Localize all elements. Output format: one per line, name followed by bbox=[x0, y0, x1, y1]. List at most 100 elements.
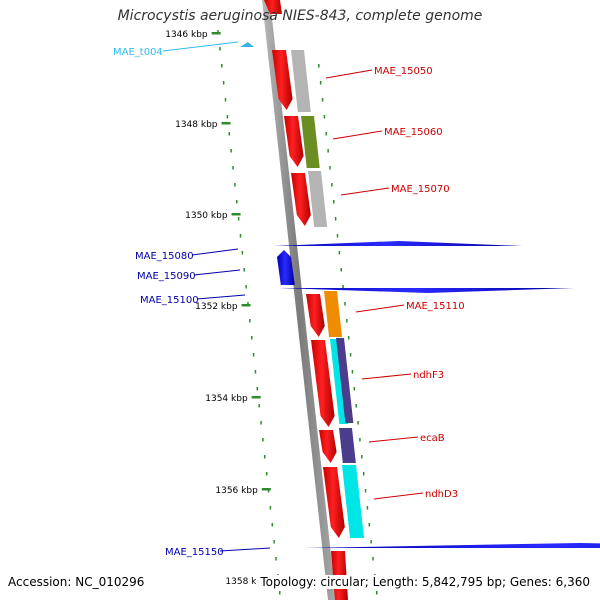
outer-guide-dot bbox=[344, 302, 346, 306]
function-track-mae_15070 bbox=[308, 171, 328, 227]
outer-guide-dot bbox=[327, 149, 329, 153]
ruler-tick bbox=[221, 122, 231, 125]
gene-label-mae_15060: MAE_15060 bbox=[384, 127, 443, 138]
inner-guide-dot bbox=[262, 438, 264, 442]
inner-guide-dot bbox=[234, 183, 236, 187]
label-leader-line bbox=[340, 187, 390, 196]
label-leader-line bbox=[325, 69, 373, 79]
inner-guide-dot bbox=[264, 455, 266, 459]
genome-title: Microcystis aeruginosa NIES-843, complet… bbox=[117, 8, 483, 24]
outer-guide-dot bbox=[340, 268, 342, 272]
ruler-tick bbox=[251, 396, 261, 399]
gene-arrow-ecab bbox=[319, 430, 337, 463]
outer-guide-dot bbox=[353, 387, 356, 391]
inner-guide-dot bbox=[232, 166, 234, 170]
label-leader-line bbox=[355, 304, 405, 313]
gene-arrow-partial bbox=[264, 0, 282, 14]
function-track-ndhf3 bbox=[336, 338, 354, 423]
outer-guide-dot bbox=[366, 506, 369, 510]
accession-text: Accession: NC_010296 bbox=[8, 575, 145, 589]
inner-guide-dot bbox=[239, 234, 242, 238]
gene-arrow-mae_15110 bbox=[306, 294, 325, 337]
gene-arrow-mae_15050 bbox=[272, 50, 293, 110]
outer-guide-dot bbox=[355, 404, 357, 408]
label-leader-line bbox=[162, 41, 239, 52]
ruler-label: 1350 kbp bbox=[185, 211, 228, 221]
outer-guide-dot bbox=[321, 98, 324, 102]
gene-arrow-ndhf3 bbox=[311, 340, 335, 427]
label-leader-line bbox=[373, 492, 424, 500]
gene-label-mae_t004: MAE_t004 bbox=[113, 47, 163, 58]
outer-guide-dot bbox=[368, 523, 371, 527]
gene-arrow-mae_t004 bbox=[240, 42, 254, 47]
gene-arrow-mae_15080 bbox=[274, 241, 522, 246]
outer-guide-dot bbox=[361, 455, 363, 459]
ruler-label: 1346 kbp bbox=[165, 30, 208, 40]
inner-guide-dot bbox=[252, 353, 255, 357]
inner-guide-dot bbox=[222, 81, 225, 85]
outer-guide-dot bbox=[318, 64, 320, 68]
outer-guide-dot bbox=[351, 370, 354, 374]
outer-guide-dot bbox=[336, 234, 339, 238]
outer-guide-dot bbox=[323, 115, 326, 119]
label-leader-line bbox=[196, 294, 246, 300]
gene-arrow-mae_15060 bbox=[284, 116, 304, 167]
label-leader-line bbox=[193, 269, 241, 276]
inner-guide-dot bbox=[224, 98, 227, 102]
function-track-ndhd3 bbox=[342, 465, 365, 538]
inner-guide-dot bbox=[237, 217, 240, 221]
gene-label-mae_15100: MAE_15100 bbox=[140, 295, 199, 306]
gene-label-ecab: ecaB bbox=[420, 433, 445, 444]
inner-guide-dot bbox=[258, 404, 260, 408]
outer-guide-dot bbox=[359, 438, 361, 442]
label-leader-line bbox=[368, 436, 419, 443]
inner-guide-dot bbox=[254, 370, 257, 374]
outer-guide-dot bbox=[331, 183, 333, 187]
inner-guide-dot bbox=[249, 319, 251, 323]
inner-guide-dot bbox=[228, 132, 231, 136]
outer-guide-dot bbox=[333, 200, 335, 204]
inner-guide-dot bbox=[256, 387, 259, 391]
inner-guide-dot bbox=[230, 149, 232, 153]
outer-guide-dot bbox=[362, 472, 365, 476]
gene-label-ndhd3: ndhD3 bbox=[425, 489, 458, 500]
inner-guide-dot bbox=[243, 268, 245, 272]
ruler-label: 1354 kbp bbox=[205, 394, 248, 404]
outer-guide-dot bbox=[347, 336, 350, 340]
inner-guide-dot bbox=[275, 557, 277, 561]
genome-backbone bbox=[262, 0, 336, 600]
gene-arrow-mae_15150 bbox=[304, 543, 600, 548]
outer-guide-dot bbox=[370, 540, 372, 544]
gene-arrow-ndhd3 bbox=[323, 467, 345, 538]
ruler-tick bbox=[231, 213, 241, 216]
ruler-tick bbox=[261, 488, 271, 491]
ruler-label: 1352 kbp bbox=[195, 302, 238, 312]
label-leader-line bbox=[219, 547, 271, 552]
outer-guide-dot bbox=[376, 591, 378, 595]
ruler-label: 1358 kbp bbox=[225, 577, 268, 587]
outer-guide-dot bbox=[357, 421, 359, 425]
inner-guide-dot bbox=[226, 115, 229, 119]
ruler-label: 1348 kbp bbox=[175, 120, 218, 130]
gene-label-mae_15050: MAE_15050 bbox=[374, 66, 433, 77]
ruler-label: 1356 kbp bbox=[215, 486, 258, 496]
gene-arrow-mae_15090 bbox=[277, 250, 295, 285]
gene-label-mae_15110: MAE_15110 bbox=[406, 301, 465, 312]
gene-arrow-mae_15100 bbox=[279, 288, 574, 293]
gene-label-mae_15070: MAE_15070 bbox=[391, 184, 450, 195]
label-leader-line bbox=[332, 130, 383, 140]
genome-summary-text: Topology: circular; Length: 5,842,795 bp… bbox=[256, 575, 590, 589]
outer-guide-dot bbox=[346, 319, 348, 323]
inner-guide-dot bbox=[267, 489, 270, 493]
gene-label-mae_15090: MAE_15090 bbox=[137, 271, 196, 282]
function-track-mae_15110 bbox=[324, 291, 343, 337]
inner-guide-dot bbox=[221, 64, 223, 68]
gene-label-ndhf3: ndhF3 bbox=[413, 370, 444, 381]
inner-guide-dot bbox=[273, 540, 275, 544]
outer-guide-dot bbox=[342, 285, 344, 289]
gene-arrow-mae_15070 bbox=[291, 173, 311, 226]
outer-guide-dot bbox=[349, 353, 352, 357]
ruler-tick bbox=[211, 32, 221, 35]
